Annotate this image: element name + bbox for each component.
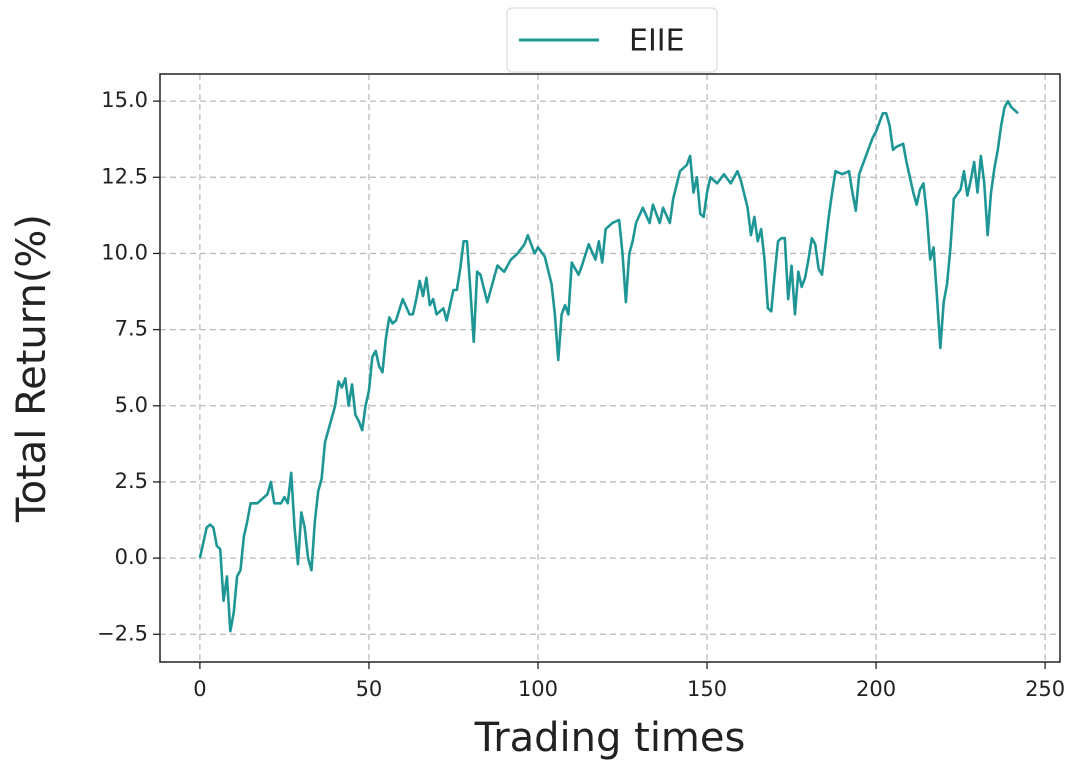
x-axis-label: Trading times	[474, 715, 746, 761]
y-tick-label: 12.5	[101, 164, 148, 188]
y-tick-label: 15.0	[101, 88, 148, 112]
y-axis-label: Total Return(%)	[9, 214, 55, 523]
x-tick-label: 250	[1025, 677, 1065, 701]
y-tick-label: −2.5	[97, 621, 148, 645]
y-tick-label: 10.0	[101, 240, 148, 264]
x-tick-label: 100	[518, 677, 558, 701]
x-tick-label: 0	[193, 677, 206, 701]
x-tick-label: 200	[856, 677, 896, 701]
y-tick-label: 0.0	[115, 545, 148, 569]
x-tick-label: 150	[687, 677, 727, 701]
y-tick-label: 7.5	[115, 317, 148, 341]
y-tick-label: 2.5	[115, 469, 148, 493]
legend-label: EIIE	[629, 24, 685, 59]
y-tick-label: 5.0	[115, 393, 148, 417]
legend-box	[506, 7, 718, 73]
data-line	[198, 99, 1019, 633]
x-tick-label: 50	[356, 677, 383, 701]
plot-frame	[159, 73, 1061, 663]
